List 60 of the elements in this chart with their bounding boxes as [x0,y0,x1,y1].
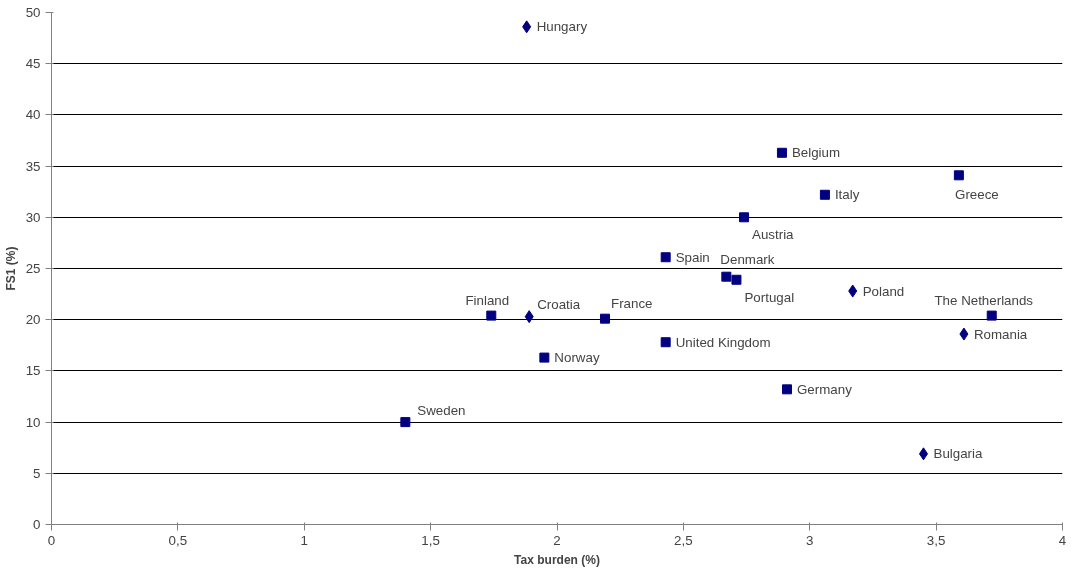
annotation: Sweden [417,403,466,419]
point [539,352,550,363]
annotation: Poland [862,283,905,299]
y-tick-label: 15 [25,363,41,379]
annotation: Italy [834,187,860,203]
y-tick-label: 30 [25,209,41,225]
annotation: Portugal [744,289,795,305]
point [660,337,671,348]
x-tick-label: 1 [300,532,308,548]
annotation: United Kingdom [675,334,771,350]
point [986,310,997,321]
x-tick-label: 3,5 [926,532,946,548]
point [739,212,750,223]
x-tick-label: 0,5 [168,532,188,548]
point [776,147,787,158]
annotation: Germany [797,381,853,397]
point [660,252,671,263]
point [918,447,928,461]
y-tick-label: 45 [25,56,41,72]
y-tick-label: 50 [25,5,41,20]
x-tick-label: 2 [553,532,561,548]
point [600,313,611,324]
x-tick-label: 1,5 [421,532,440,548]
point [721,271,732,282]
x-tick-label: 3 [806,532,814,548]
annotation: France [611,295,653,311]
annotation: Croatia [537,296,581,312]
annotation: Belgium [791,145,841,161]
point [522,20,532,34]
y-tick-label: 0 [33,517,41,532]
x-tick-label: 2,5 [674,532,693,548]
point [959,327,969,341]
x-axis-title: Tax burden (%) [514,552,600,567]
annotation: Denmark [720,251,775,267]
annotation: Norway [554,350,600,366]
annotation: Hungary [536,19,588,35]
point [524,310,534,324]
x-tick-label: 4 [1058,532,1067,548]
point [848,284,858,298]
point [400,417,411,428]
annotation: Spain [675,249,710,265]
point [819,189,830,200]
y-tick-label: 10 [25,414,41,430]
y-axis-title: FS1 (%) [3,246,18,291]
point [782,384,792,395]
annotation: The Netherlands [934,292,1034,308]
point [731,274,742,285]
y-tick-label: 40 [25,107,41,123]
y-tick-label: 20 [25,312,41,328]
y-tick-label: 5 [33,465,41,481]
point [953,170,964,181]
annotation: Romania [973,326,1028,342]
x-tick-label: 0 [47,532,56,548]
annotation: Greece [955,187,999,203]
y-tick-label: 35 [25,158,41,174]
y-tick-label: 25 [25,261,41,276]
annotation: Finland [465,292,510,308]
point [486,310,497,321]
annotation: Austria [752,227,795,243]
annotation: Bulgaria [933,446,983,462]
